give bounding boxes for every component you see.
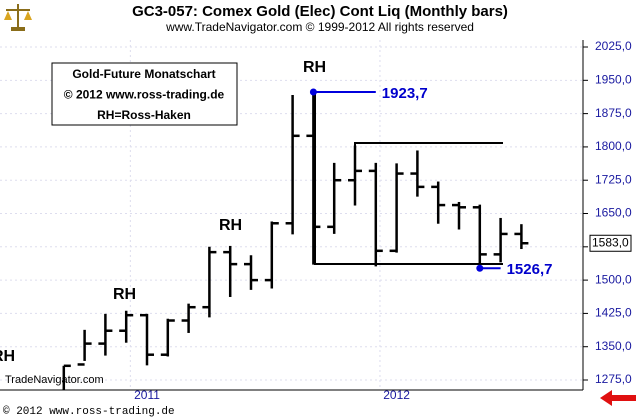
scroll-arrow[interactable] xyxy=(600,390,636,406)
ohlc-bar xyxy=(244,255,258,290)
ohlc-bar xyxy=(514,224,529,250)
ohlc-bar xyxy=(202,246,217,318)
y-tick-label: 1800,0 xyxy=(595,139,632,153)
chart-subtitle: www.TradeNavigator.com © 1999-2012 All r… xyxy=(165,20,474,34)
ohlc-bar xyxy=(472,204,487,269)
x-tick-label: 2012 xyxy=(383,388,410,402)
ross-hook-line xyxy=(354,142,503,172)
annotation: RH xyxy=(113,286,136,303)
ohlc-bar xyxy=(223,245,238,297)
chart-title: GC3-057: Comex Gold (Elec) Cont Liq (Mon… xyxy=(132,3,508,20)
y-tick-label: 1425,0 xyxy=(595,306,632,320)
y-tick-label: 1650,0 xyxy=(595,206,632,220)
y-tick-label: 1500,0 xyxy=(595,272,632,286)
legend-text: © 2012 www.ross-trading.de xyxy=(64,88,225,102)
last-price-box xyxy=(589,234,632,252)
x-tick-label: 2011 xyxy=(134,388,160,402)
y-tick-label: 1275,0 xyxy=(595,372,632,386)
ohlc-bar xyxy=(493,217,508,263)
ohlc-bar xyxy=(431,181,446,224)
level-label: 1923,7 xyxy=(382,85,428,102)
ohlc-bar xyxy=(410,150,425,197)
legend-box xyxy=(51,62,238,126)
level-label: 1526,7 xyxy=(507,261,553,278)
annotation: RH xyxy=(303,59,326,76)
y-tick-label: 1350,0 xyxy=(595,339,632,353)
y-tick-label: 1725,0 xyxy=(595,172,632,186)
ohlc-bar xyxy=(98,313,113,356)
y-tick-label: 2025,0 xyxy=(595,39,632,53)
overlay: 1923,7 1526,7 Gold-Future Monatschart © 201… xyxy=(51,62,553,278)
ohlc-bar xyxy=(327,162,342,234)
footer: © 2012 www.ross-trading.de xyxy=(3,406,175,418)
level-dot xyxy=(476,264,484,272)
annotation: RH xyxy=(219,217,242,234)
ohlc-bar xyxy=(77,329,92,366)
legend-text: Gold-Future Monatschart xyxy=(72,67,215,81)
ohlc-bar xyxy=(452,201,466,230)
ohlc-bar xyxy=(368,162,383,267)
plot-area xyxy=(0,40,583,390)
ross-hook-line xyxy=(314,92,503,265)
level-dot xyxy=(309,88,317,96)
ohlc-bar xyxy=(181,303,196,333)
last-price-label: 1583,0 xyxy=(592,235,629,249)
app-icon xyxy=(4,4,32,31)
ohlc-bar xyxy=(160,318,175,357)
legend-text: RH=Ross-Haken xyxy=(97,108,191,122)
y-tick-label: 1950,0 xyxy=(595,72,632,86)
ohlc-bar xyxy=(119,310,134,343)
ohlc-bar xyxy=(389,163,404,253)
ohlc-bar xyxy=(264,221,279,289)
annotation: RH xyxy=(0,348,15,365)
ohlc-bar xyxy=(140,313,154,366)
watermark: TradeNavigator.com xyxy=(5,374,104,386)
ohlc-bar xyxy=(285,94,300,235)
y-tick-label: 1875,0 xyxy=(595,106,632,120)
ohlc-bar xyxy=(62,364,71,390)
